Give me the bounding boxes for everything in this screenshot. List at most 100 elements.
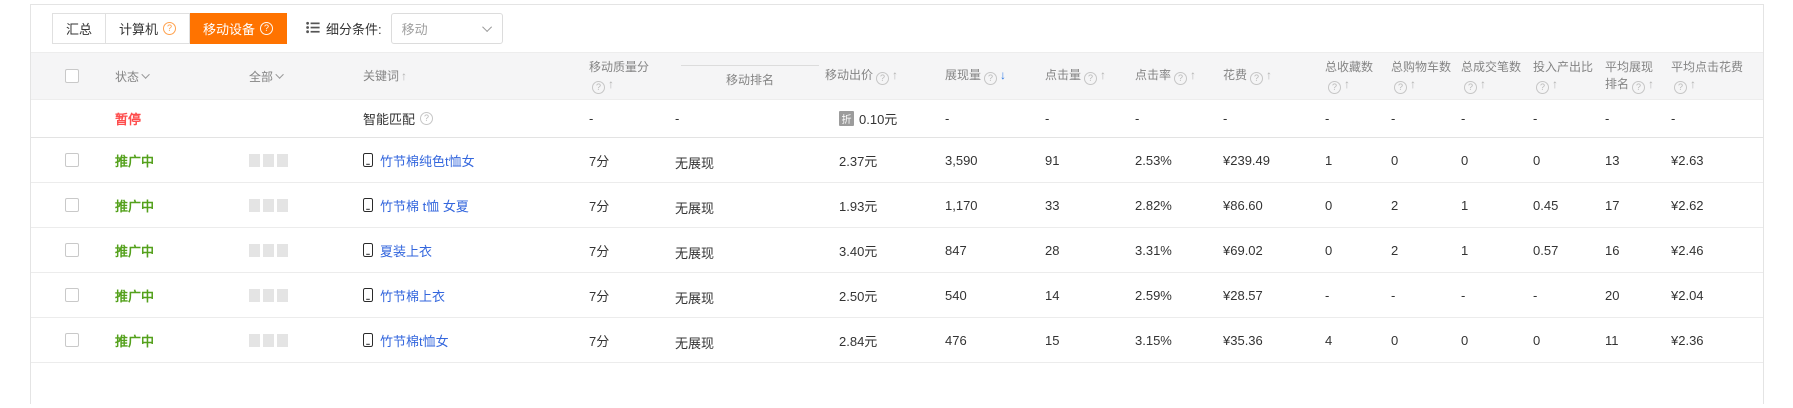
cell-impressions: 3,590 — [945, 153, 1045, 168]
col-spend[interactable]: 花费? ↑ — [1223, 67, 1325, 85]
question-circle-icon[interactable]: ? — [420, 112, 434, 125]
keyword-report-card: 汇总 计算机? 移动设备? 细分条件: 移动 状态 全部 关键词 ↑ 移动质量分? ↑ 移动排名… — [30, 4, 1764, 404]
keyword-row: 推广中 竹节棉 t恤 女夏 7分 无展现 1.93元 1,170 33 2.82% ¥86.60… — [31, 183, 1763, 228]
question-circle-icon[interactable]: ? — [592, 80, 605, 94]
cell-bid: 2.37元 — [825, 151, 945, 170]
question-circle-icon[interactable]: ? — [984, 72, 998, 85]
cell-rank: 无展现 — [675, 238, 825, 262]
value: 1,170 — [945, 197, 978, 213]
question-circle-icon[interactable]: ? — [1394, 80, 1407, 94]
value: - — [1391, 111, 1396, 126]
cell-carts: 0 — [1391, 153, 1461, 168]
tab-label: 移动设备 — [203, 22, 256, 37]
cell-favorites: 0 — [1325, 243, 1391, 258]
value: 540 — [945, 287, 967, 303]
keyword-link[interactable]: 竹节棉上衣 — [380, 288, 446, 304]
cell-avg_cpc: ¥2.62 — [1671, 198, 1761, 213]
keyword-cell: 竹节棉 t恤 女夏 — [349, 196, 589, 215]
col-carts[interactable]: 总购物车数? ↑ — [1391, 59, 1461, 94]
select-all-checkbox[interactable] — [65, 69, 79, 83]
row-checkbox[interactable] — [65, 243, 79, 257]
scope-filter[interactable]: 全部 — [219, 68, 349, 85]
question-circle-icon[interactable]: ? — [1084, 72, 1098, 85]
value: - — [1325, 111, 1330, 126]
value: 3.31% — [1135, 242, 1172, 258]
col-rank[interactable]: 移动排名 — [675, 64, 825, 88]
keyword-link[interactable]: 竹节棉纯色t恤女 — [380, 153, 475, 169]
col-keyword[interactable]: 关键词 ↑ — [349, 68, 589, 85]
value: - — [1325, 287, 1330, 303]
question-circle-icon[interactable]: ? — [876, 72, 890, 85]
mobile-rank-value: 无展现 — [675, 246, 715, 261]
keyword-link[interactable]: 竹节棉t恤女 — [380, 333, 449, 349]
question-circle-icon[interactable]: ? — [1632, 80, 1646, 94]
col-clicks[interactable]: 点击量? ↑ — [1045, 67, 1135, 85]
col-favorites[interactable]: 总收藏数? ↑ — [1325, 59, 1391, 94]
cell-roi: 0 — [1533, 153, 1605, 168]
quality-score: 7分 — [589, 333, 610, 349]
row-checkbox[interactable] — [65, 288, 79, 302]
quality-bars — [249, 333, 288, 347]
status-cell: 暂停 — [99, 109, 219, 128]
cell-avg_cpc: ¥2.36 — [1671, 333, 1761, 348]
cell-orders: - — [1461, 111, 1533, 126]
value: - — [1045, 111, 1050, 126]
tab-mobile[interactable]: 移动设备? — [190, 13, 288, 44]
quality-bar — [249, 333, 260, 347]
col-avg_rank[interactable]: 平均展现排名? ↑ — [1605, 59, 1671, 94]
cell-clicks: 14 — [1045, 288, 1135, 303]
discount-badge: 折 — [839, 111, 854, 126]
row-checkbox[interactable] — [65, 333, 79, 347]
col-ctr[interactable]: 点击率? ↑ — [1135, 67, 1223, 85]
question-circle-icon[interactable]: ? — [1174, 72, 1188, 85]
row-checkbox[interactable] — [65, 153, 79, 167]
value: - — [945, 111, 950, 126]
question-circle-icon[interactable]: ? — [1674, 80, 1687, 94]
cell-orders: 0 — [1461, 333, 1533, 348]
sort-up-icon: ↑ — [1480, 76, 1486, 91]
value: ¥69.02 — [1223, 242, 1263, 258]
segment-select[interactable]: 移动 — [390, 13, 503, 44]
question-circle-icon[interactable]: ? — [1250, 72, 1264, 85]
quality-bars-cell — [219, 198, 349, 212]
question-circle-icon[interactable]: ? — [1536, 80, 1549, 94]
tab-computer[interactable]: 计算机? — [106, 13, 191, 44]
value: 0.57 — [1533, 242, 1559, 258]
mobile-rank-value: 无展现 — [675, 291, 715, 306]
value: ¥2.63 — [1671, 152, 1704, 168]
quality-bar — [263, 243, 274, 257]
value: 2.82% — [1135, 197, 1172, 213]
cell-favorites: 0 — [1325, 198, 1391, 213]
value: 13 — [1605, 152, 1620, 168]
status-filter[interactable]: 状态 — [99, 68, 219, 85]
keyword-link[interactable]: 夏装上衣 — [380, 243, 433, 259]
question-circle-icon[interactable]: ? — [163, 22, 177, 35]
toolbar: 汇总 计算机? 移动设备? 细分条件: 移动 — [31, 5, 1763, 52]
cell-carts: 2 — [1391, 243, 1461, 258]
col-bid[interactable]: 移动出价? ↑ — [825, 67, 945, 85]
quality-bar — [277, 153, 288, 167]
question-circle-icon[interactable]: ? — [1464, 80, 1477, 94]
quality-bar — [277, 198, 288, 212]
value: 0 — [1325, 197, 1333, 213]
value: 0 — [1391, 332, 1399, 348]
col-avg_cpc[interactable]: 平均点击花费? ↑ — [1671, 59, 1761, 94]
value: 1 — [1325, 152, 1333, 168]
row-checkbox[interactable] — [65, 198, 79, 212]
quality-bars — [249, 153, 288, 167]
value: 0.45 — [1533, 197, 1559, 213]
mobile-rank-value: 无展现 — [675, 156, 715, 171]
col-impressions[interactable]: 展现量? ↓ — [945, 67, 1045, 85]
cell-impressions: 1,170 — [945, 198, 1045, 213]
question-circle-icon[interactable]: ? — [1328, 80, 1341, 94]
question-circle-icon[interactable]: ? — [260, 22, 274, 35]
cell-carts: - — [1391, 288, 1461, 303]
col-orders[interactable]: 总成交笔数? ↑ — [1461, 59, 1533, 94]
mobile-phone-icon — [363, 288, 373, 302]
keyword-row: 推广中 竹节棉上衣 7分 无展现 2.50元 540 14 2.59% ¥28.57 - - - - 20… — [31, 273, 1763, 318]
tab-summary[interactable]: 汇总 — [52, 13, 107, 44]
keyword-link[interactable]: 竹节棉 t恤 女夏 — [380, 198, 469, 214]
col-roi[interactable]: 投入产出比? ↑ — [1533, 59, 1605, 94]
col-quality[interactable]: 移动质量分? ↑ — [589, 59, 675, 94]
keyword-cell: 竹节棉纯色t恤女 — [349, 151, 589, 170]
